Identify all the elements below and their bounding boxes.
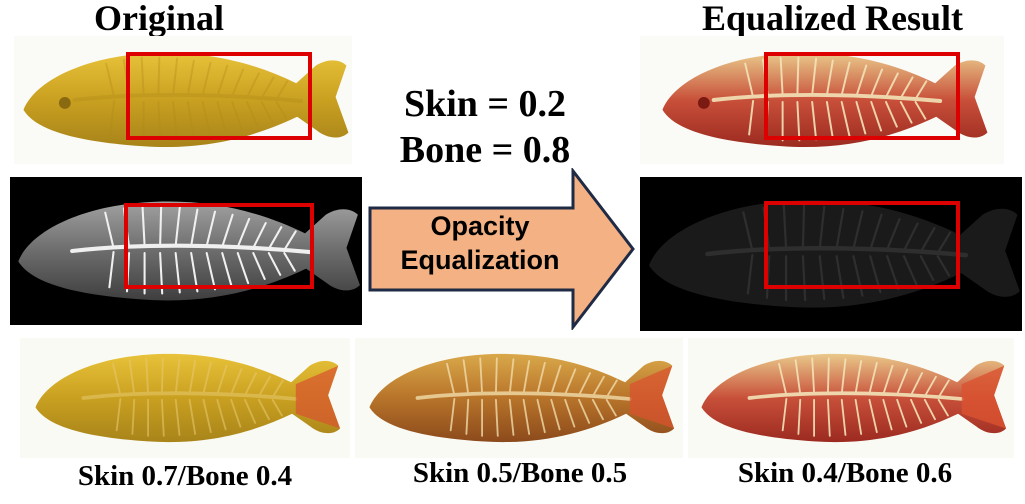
original-xray-panel [10,177,362,325]
highlight-box [764,201,960,289]
fish-image-skin04-bone06 [688,338,1007,458]
highlight-box [124,203,314,289]
original-render-panel [14,36,352,164]
comparison-render-right [688,338,1014,458]
skin-parameter: Skin = 0.2 [403,83,567,125]
comparison-render-left [20,338,350,458]
caption-middle: Skin 0.5/Bone 0.5 [412,457,628,489]
bone-parameter: Bone = 0.8 [399,128,571,171]
arrow-label-line2: Equalization [400,244,560,275]
equalized-render-panel [640,36,1004,164]
fish-image-skin05-bone05 [355,338,675,458]
arrow-label-line1: Opacity [430,211,530,241]
caption-right: Skin 0.4/Bone 0.6 [737,457,953,489]
highlight-box [764,52,960,140]
comparison-render-middle [355,338,683,458]
fish-image-skin07-bone04 [20,338,341,458]
highlight-box [126,52,312,140]
equalization-arrow [368,168,635,330]
original-title: Original [94,0,225,38]
equalized-fish-image [640,36,1004,164]
original-fish-image [14,36,352,164]
parameter-text: Skin = 0.2 Bone = 0.8 [370,82,600,173]
caption-left: Skin 0.7/Bone 0.4 [77,460,293,492]
equalized-xray-panel [640,177,1022,331]
arrow-label: Opacity Equalization [370,210,590,278]
equalized-title: Equalized Result [702,0,964,38]
